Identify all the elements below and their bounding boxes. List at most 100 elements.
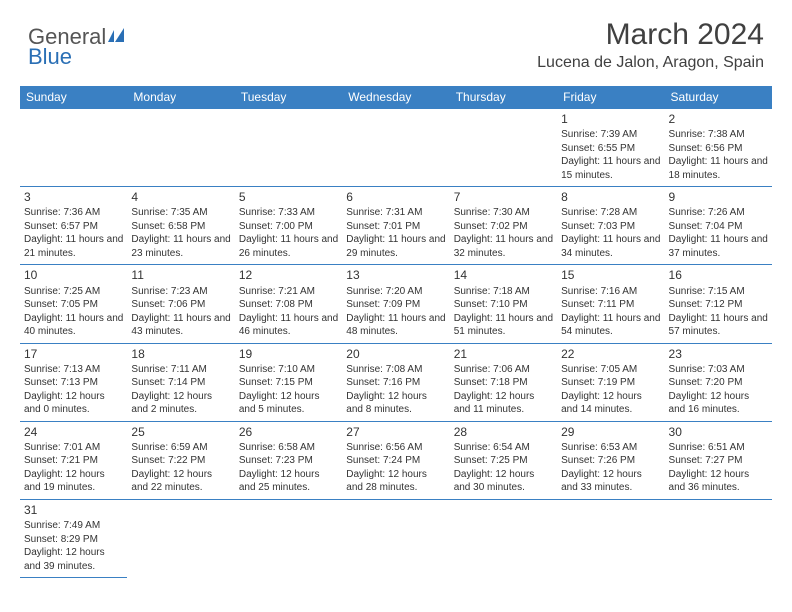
calendar-cell: 8Sunrise: 7:28 AMSunset: 7:03 PMDaylight… <box>557 187 664 265</box>
daylight-line: Daylight: 12 hours and 36 minutes. <box>669 468 768 495</box>
day-header: Thursday <box>450 86 557 109</box>
daylight-line: Daylight: 12 hours and 19 minutes. <box>24 468 123 495</box>
calendar-cell-empty <box>127 109 234 187</box>
header: General March 2024 Lucena de Jalon, Arag… <box>0 0 792 80</box>
calendar-cell: 27Sunrise: 6:56 AMSunset: 7:24 PMDayligh… <box>342 421 449 499</box>
day-header: Tuesday <box>235 86 342 109</box>
day-number: 29 <box>561 424 660 440</box>
calendar-cell: 4Sunrise: 7:35 AMSunset: 6:58 PMDaylight… <box>127 187 234 265</box>
daylight-line: Daylight: 11 hours and 57 minutes. <box>669 312 768 339</box>
day-number: 27 <box>346 424 445 440</box>
sunrise-line: Sunrise: 7:31 AM <box>346 206 445 220</box>
sunset-line: Sunset: 7:06 PM <box>131 298 230 312</box>
sunset-line: Sunset: 7:13 PM <box>24 376 123 390</box>
sunrise-line: Sunrise: 6:51 AM <box>669 441 768 455</box>
day-number: 26 <box>239 424 338 440</box>
sunset-line: Sunset: 7:18 PM <box>454 376 553 390</box>
calendar-body: 1Sunrise: 7:39 AMSunset: 6:55 PMDaylight… <box>20 109 772 578</box>
calendar-cell: 7Sunrise: 7:30 AMSunset: 7:02 PMDaylight… <box>450 187 557 265</box>
calendar-row: 24Sunrise: 7:01 AMSunset: 7:21 PMDayligh… <box>20 421 772 499</box>
calendar-cell: 12Sunrise: 7:21 AMSunset: 7:08 PMDayligh… <box>235 265 342 343</box>
day-number: 6 <box>346 189 445 205</box>
calendar-row: 31Sunrise: 7:49 AMSunset: 8:29 PMDayligh… <box>20 499 772 577</box>
daylight-line: Daylight: 12 hours and 25 minutes. <box>239 468 338 495</box>
sunset-line: Sunset: 6:56 PM <box>669 142 768 156</box>
sunset-line: Sunset: 7:16 PM <box>346 376 445 390</box>
calendar-cell: 28Sunrise: 6:54 AMSunset: 7:25 PMDayligh… <box>450 421 557 499</box>
daylight-line: Daylight: 12 hours and 30 minutes. <box>454 468 553 495</box>
sunrise-line: Sunrise: 7:03 AM <box>669 363 768 377</box>
logo-text-2: Blue <box>28 44 72 70</box>
calendar-cell-empty <box>342 499 449 577</box>
daylight-line: Daylight: 11 hours and 46 minutes. <box>239 312 338 339</box>
daylight-line: Daylight: 12 hours and 0 minutes. <box>24 390 123 417</box>
sunset-line: Sunset: 7:20 PM <box>669 376 768 390</box>
daylight-line: Daylight: 11 hours and 18 minutes. <box>669 155 768 182</box>
sunrise-line: Sunrise: 7:01 AM <box>24 441 123 455</box>
day-number: 25 <box>131 424 230 440</box>
day-number: 24 <box>24 424 123 440</box>
calendar-cell: 17Sunrise: 7:13 AMSunset: 7:13 PMDayligh… <box>20 343 127 421</box>
daylight-line: Daylight: 12 hours and 8 minutes. <box>346 390 445 417</box>
sunset-line: Sunset: 7:11 PM <box>561 298 660 312</box>
day-number: 7 <box>454 189 553 205</box>
day-number: 15 <box>561 267 660 283</box>
sunset-line: Sunset: 7:12 PM <box>669 298 768 312</box>
daylight-line: Daylight: 12 hours and 16 minutes. <box>669 390 768 417</box>
daylight-line: Daylight: 11 hours and 32 minutes. <box>454 233 553 260</box>
sunset-line: Sunset: 7:03 PM <box>561 220 660 234</box>
calendar-cell-empty <box>557 499 664 577</box>
sunrise-line: Sunrise: 7:30 AM <box>454 206 553 220</box>
location: Lucena de Jalon, Aragon, Spain <box>537 54 764 72</box>
calendar-cell-empty <box>342 109 449 187</box>
sunset-line: Sunset: 7:23 PM <box>239 454 338 468</box>
sunrise-line: Sunrise: 6:59 AM <box>131 441 230 455</box>
calendar-cell: 10Sunrise: 7:25 AMSunset: 7:05 PMDayligh… <box>20 265 127 343</box>
sunset-line: Sunset: 7:14 PM <box>131 376 230 390</box>
day-header: Sunday <box>20 86 127 109</box>
day-number: 12 <box>239 267 338 283</box>
sunrise-line: Sunrise: 7:16 AM <box>561 285 660 299</box>
sunrise-line: Sunrise: 7:25 AM <box>24 285 123 299</box>
calendar-cell: 19Sunrise: 7:10 AMSunset: 7:15 PMDayligh… <box>235 343 342 421</box>
day-number: 13 <box>346 267 445 283</box>
day-number: 30 <box>669 424 768 440</box>
sunset-line: Sunset: 7:01 PM <box>346 220 445 234</box>
sunrise-line: Sunrise: 6:53 AM <box>561 441 660 455</box>
calendar-cell-empty <box>127 499 234 577</box>
daylight-line: Daylight: 12 hours and 11 minutes. <box>454 390 553 417</box>
day-header: Wednesday <box>342 86 449 109</box>
sunrise-line: Sunrise: 7:05 AM <box>561 363 660 377</box>
calendar-cell: 3Sunrise: 7:36 AMSunset: 6:57 PMDaylight… <box>20 187 127 265</box>
sunset-line: Sunset: 7:22 PM <box>131 454 230 468</box>
daylight-line: Daylight: 11 hours and 40 minutes. <box>24 312 123 339</box>
daylight-line: Daylight: 11 hours and 37 minutes. <box>669 233 768 260</box>
daylight-line: Daylight: 11 hours and 54 minutes. <box>561 312 660 339</box>
calendar-cell: 13Sunrise: 7:20 AMSunset: 7:09 PMDayligh… <box>342 265 449 343</box>
calendar-cell: 1Sunrise: 7:39 AMSunset: 6:55 PMDaylight… <box>557 109 664 187</box>
calendar-cell-empty <box>665 499 772 577</box>
sunrise-line: Sunrise: 7:38 AM <box>669 128 768 142</box>
day-number: 22 <box>561 346 660 362</box>
day-number: 20 <box>346 346 445 362</box>
sunrise-line: Sunrise: 7:20 AM <box>346 285 445 299</box>
calendar-cell: 30Sunrise: 6:51 AMSunset: 7:27 PMDayligh… <box>665 421 772 499</box>
day-number: 8 <box>561 189 660 205</box>
daylight-line: Daylight: 12 hours and 5 minutes. <box>239 390 338 417</box>
sunset-line: Sunset: 7:27 PM <box>669 454 768 468</box>
day-number: 23 <box>669 346 768 362</box>
daylight-line: Daylight: 11 hours and 48 minutes. <box>346 312 445 339</box>
calendar-cell: 29Sunrise: 6:53 AMSunset: 7:26 PMDayligh… <box>557 421 664 499</box>
calendar-cell: 11Sunrise: 7:23 AMSunset: 7:06 PMDayligh… <box>127 265 234 343</box>
daylight-line: Daylight: 12 hours and 22 minutes. <box>131 468 230 495</box>
sunset-line: Sunset: 8:29 PM <box>24 533 123 547</box>
calendar-row: 17Sunrise: 7:13 AMSunset: 7:13 PMDayligh… <box>20 343 772 421</box>
calendar-table: SundayMondayTuesdayWednesdayThursdayFrid… <box>20 86 772 578</box>
day-header: Saturday <box>665 86 772 109</box>
daylight-line: Daylight: 11 hours and 21 minutes. <box>24 233 123 260</box>
day-number: 16 <box>669 267 768 283</box>
day-number: 5 <box>239 189 338 205</box>
daylight-line: Daylight: 12 hours and 28 minutes. <box>346 468 445 495</box>
sunset-line: Sunset: 7:04 PM <box>669 220 768 234</box>
calendar-cell: 15 Sunrise: 7:16 AMSunset: 7:11 PMDayligh… <box>557 265 664 343</box>
